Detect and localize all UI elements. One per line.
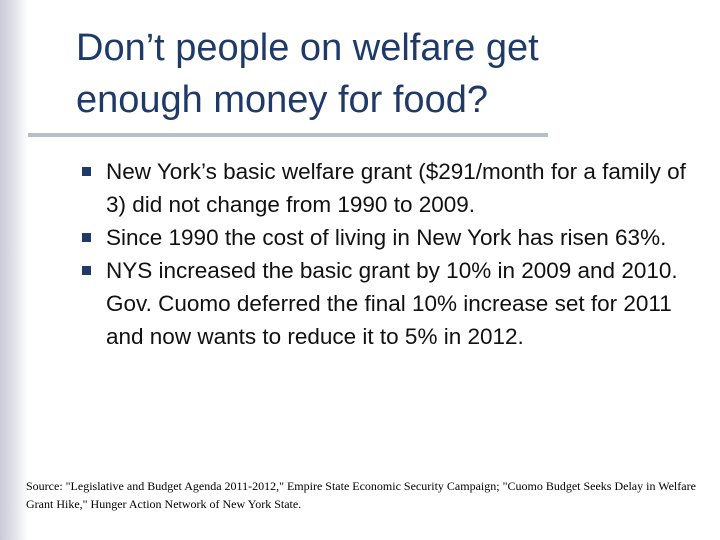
bullet-item-grant-increase: NYS increased the basic grant by 10% in … — [82, 254, 712, 353]
slide-left-gradient — [0, 0, 28, 540]
bullet-list: New York’s basic welfare grant ($291/mon… — [82, 155, 712, 353]
bullet-text: Since 1990 the cost of living in New Yor… — [106, 225, 667, 250]
source-citation: Source: "Legislative and Budget Agenda 2… — [26, 479, 696, 511]
title-underline-rule — [28, 133, 548, 137]
square-bullet-icon — [82, 233, 91, 242]
slide-title-line-2: enough money for food? — [76, 79, 488, 121]
bullet-item-cost-of-living: Since 1990 the cost of living in New Yor… — [82, 221, 712, 254]
bullet-item-welfare-grant: New York’s basic welfare grant ($291/mon… — [82, 155, 712, 221]
slide-title-line-1: Don’t people on welfare get — [76, 27, 539, 69]
bullet-text: New York’s basic welfare grant ($291/mon… — [106, 159, 686, 217]
bullet-text: NYS increased the basic grant by 10% in … — [106, 258, 678, 349]
square-bullet-icon — [82, 167, 91, 176]
square-bullet-icon — [82, 266, 91, 275]
slide-title: Don’t people on welfare get enough money… — [76, 22, 696, 126]
